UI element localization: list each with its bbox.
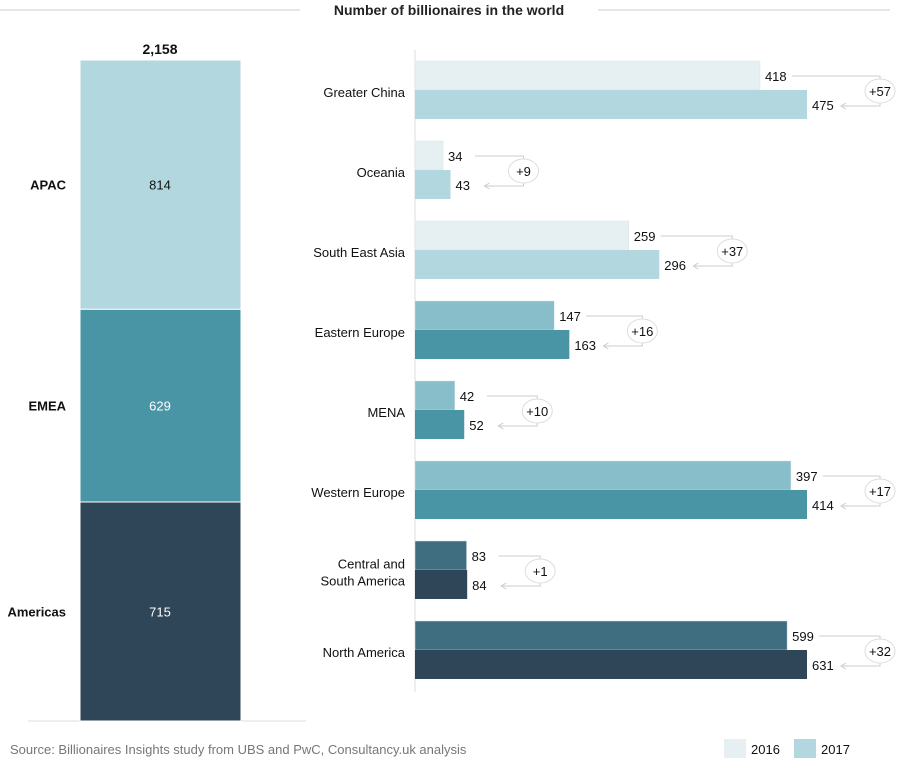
bar-value-2016: 418 <box>765 69 787 84</box>
region-bars: 418 475 +57 Greater China 34 43 +9 Oceania 259 29… <box>311 60 896 679</box>
bar-value-2017: 84 <box>472 578 486 593</box>
change-badge <box>524 558 556 584</box>
bar-value-2017: 43 <box>455 178 469 193</box>
stack-category-label: EMEA <box>28 399 66 414</box>
bar-value-2017: 52 <box>469 418 483 433</box>
bar-2017 <box>415 170 451 199</box>
change-label: +1 <box>533 564 548 579</box>
change-label: +57 <box>869 84 891 99</box>
category-label: Greater China <box>323 85 405 100</box>
legend-swatch-2016 <box>724 739 746 758</box>
bar-value-2016: 42 <box>460 389 474 404</box>
arrow-icon <box>840 662 847 670</box>
category-label: Central and <box>338 557 405 572</box>
arrow-icon <box>840 102 847 110</box>
bar-2016 <box>414 460 792 491</box>
legend-swatch-2017 <box>794 739 816 758</box>
category-label: Oceania <box>357 165 406 180</box>
bar-2016 <box>414 140 444 171</box>
arrow-icon <box>692 262 699 270</box>
stacked-bar: 814 APAC 629 EMEA 715 Americas <box>7 59 242 722</box>
legend-label: 2017 <box>821 742 850 757</box>
total-label: 2,158 <box>142 41 177 57</box>
bar-2016 <box>414 620 788 651</box>
bar-2017 <box>415 410 465 439</box>
change-label: +10 <box>526 404 548 419</box>
change-badge <box>864 478 896 504</box>
change-label: +16 <box>631 324 653 339</box>
change-badge <box>626 318 658 344</box>
bar-2017 <box>415 330 570 359</box>
arrow-icon <box>602 342 609 350</box>
change-badge <box>521 398 553 424</box>
bar-value-2017: 414 <box>812 498 834 513</box>
category-label: Western Europe <box>311 485 405 500</box>
change-badge <box>864 78 896 104</box>
change-badge <box>716 238 748 264</box>
change-label: +9 <box>516 164 531 179</box>
chart-title: Number of billionaires in the world <box>334 2 564 18</box>
change-label: +17 <box>869 484 891 499</box>
bar-value-2016: 34 <box>448 149 462 164</box>
source-note: Source: Billionaires Insights study from… <box>10 742 467 757</box>
bar-2016 <box>414 540 467 571</box>
arrow-icon <box>500 582 507 590</box>
arrow-icon <box>840 502 847 510</box>
stack-value-label: 629 <box>149 399 171 414</box>
category-label: South East Asia <box>313 245 406 260</box>
stack-value-label: 715 <box>149 604 171 619</box>
bar-value-2017: 163 <box>574 338 596 353</box>
stack-category-label: APAC <box>30 178 66 193</box>
stack-segment-americas <box>79 501 242 722</box>
category-label: MENA <box>367 405 405 420</box>
bar-value-2017: 296 <box>664 258 686 273</box>
category-label: South America <box>320 574 405 589</box>
bar-value-2016: 599 <box>792 629 814 644</box>
arrow-icon <box>483 182 490 190</box>
bar-2017 <box>415 570 468 599</box>
bar-2016 <box>414 300 555 331</box>
bar-2016 <box>414 60 761 91</box>
bar-2017 <box>415 90 807 119</box>
stack-segment-apac <box>79 59 242 310</box>
bar-value-2016: 259 <box>634 229 656 244</box>
change-label: +37 <box>721 244 743 259</box>
bar-value-2017: 631 <box>812 658 834 673</box>
bar-2017 <box>415 650 807 679</box>
change-badge <box>864 638 896 664</box>
category-label: Eastern Europe <box>315 325 405 340</box>
stack-category-label: Americas <box>7 604 66 619</box>
legend: 2016 2017 <box>724 739 850 758</box>
legend-label: 2016 <box>751 742 780 757</box>
stack-value-label: 814 <box>149 178 171 193</box>
bar-value-2016: 397 <box>796 469 818 484</box>
bar-2016 <box>414 380 456 411</box>
change-label: +32 <box>869 644 891 659</box>
change-badge <box>507 158 539 184</box>
bar-2017 <box>415 490 807 519</box>
category-label: North America <box>323 645 406 660</box>
bar-value-2017: 475 <box>812 98 834 113</box>
arrow-icon <box>497 422 504 430</box>
bar-2016 <box>414 220 629 251</box>
bar-value-2016: 83 <box>472 549 486 564</box>
bar-2017 <box>415 250 660 279</box>
bar-value-2016: 147 <box>559 309 581 324</box>
